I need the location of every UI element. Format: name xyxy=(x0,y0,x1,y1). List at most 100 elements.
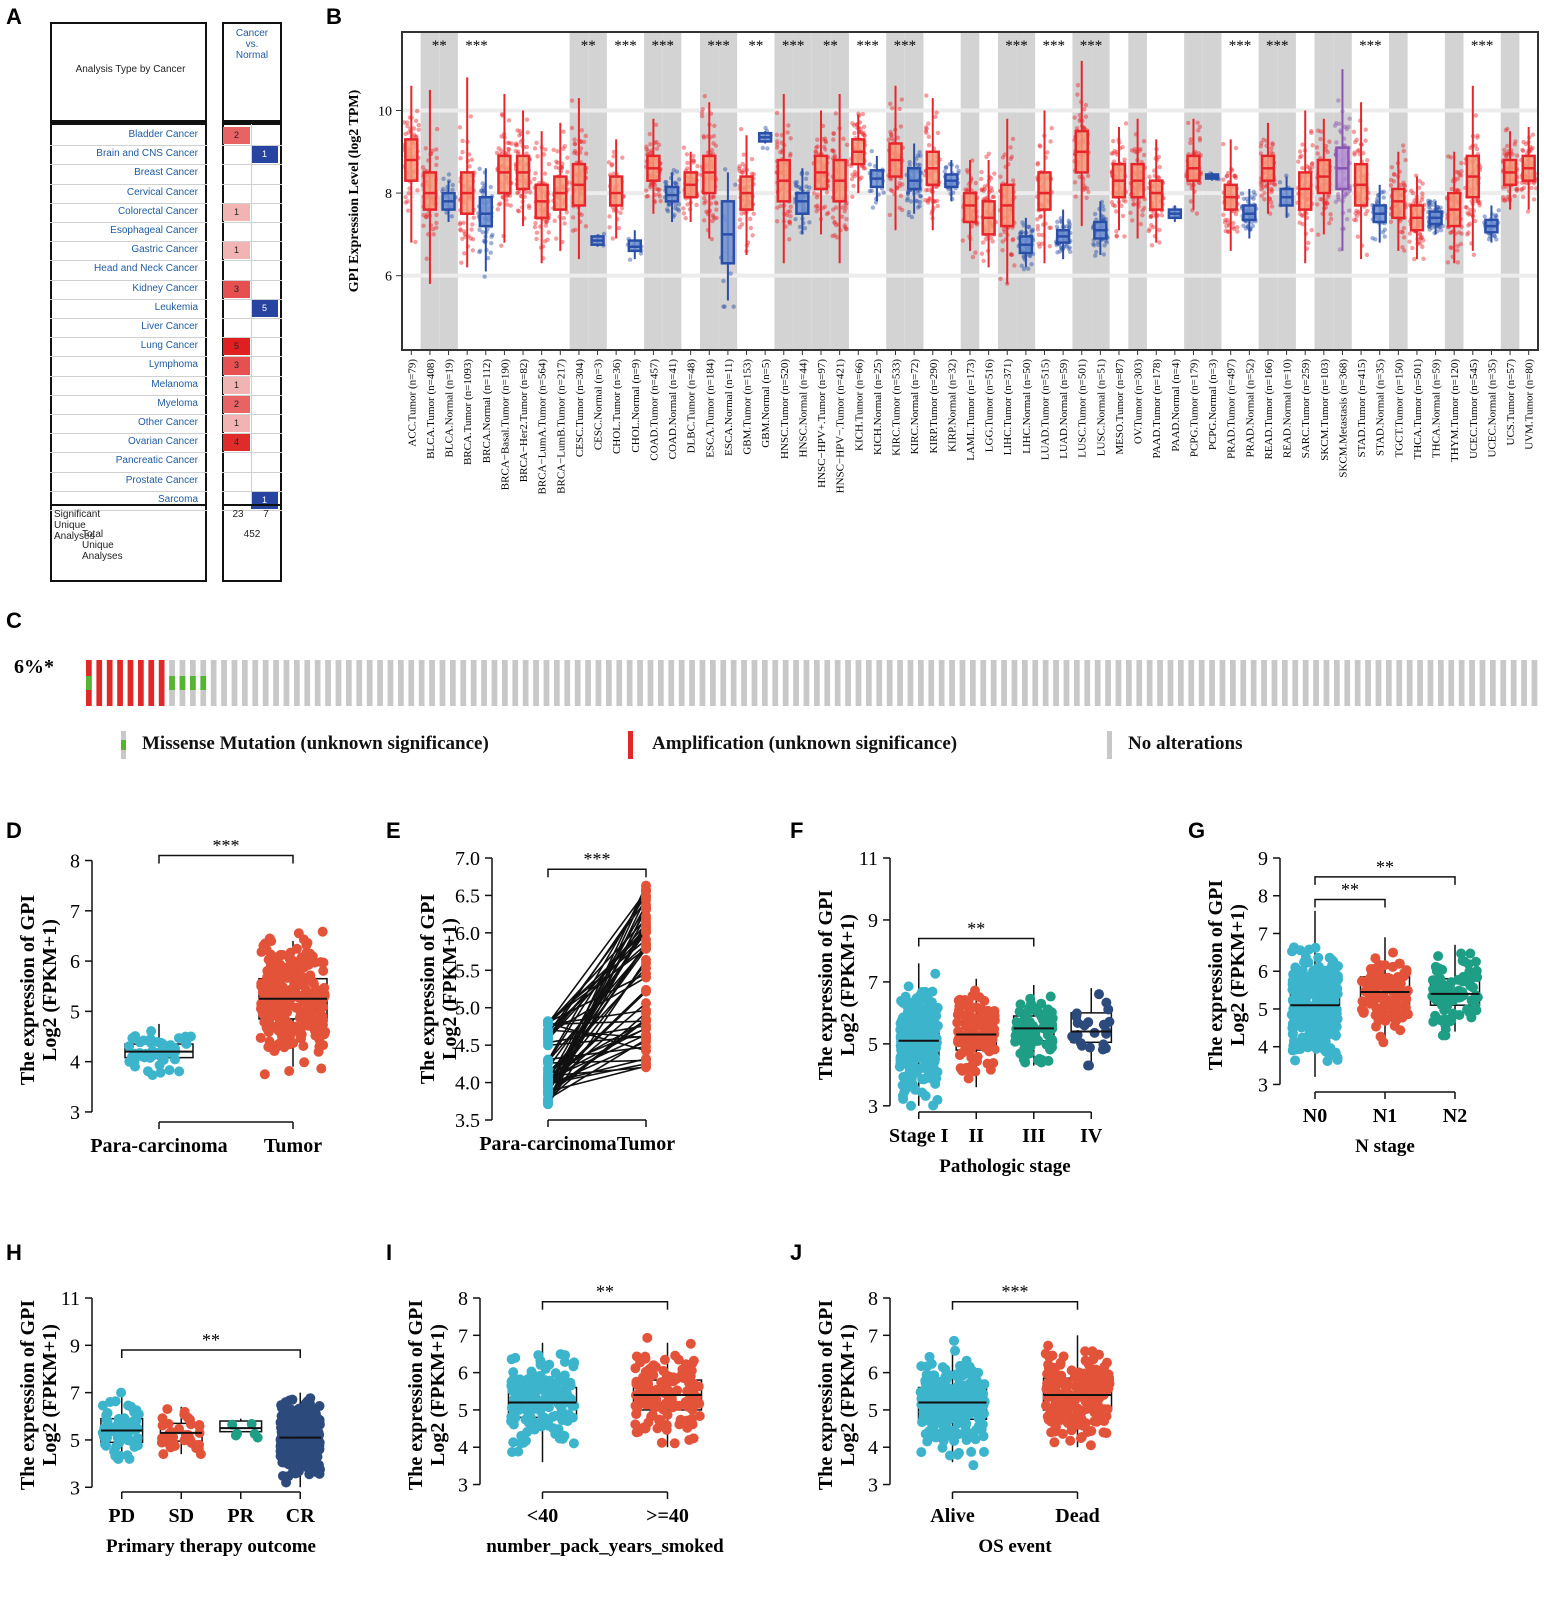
cancer-vs-normal-header: Cancer vs. Normal xyxy=(235,28,269,61)
y-tick-label: 8 xyxy=(1258,886,1268,908)
y-tick-label: 5.0 xyxy=(455,998,480,1020)
data-point xyxy=(1306,240,1311,246)
data-point xyxy=(1419,197,1425,203)
pair-line xyxy=(547,948,647,1084)
data-point xyxy=(963,187,968,192)
data-point xyxy=(505,193,510,198)
data-point xyxy=(1241,223,1246,228)
data-point xyxy=(611,208,617,213)
data-point xyxy=(1095,239,1101,245)
data-point xyxy=(830,148,835,153)
data-point xyxy=(1300,222,1305,227)
data-point xyxy=(506,118,512,123)
data-point xyxy=(565,169,570,175)
sample-bar xyxy=(106,660,113,706)
data-point xyxy=(1309,128,1314,134)
data-point xyxy=(1083,102,1089,108)
data-point xyxy=(713,200,719,205)
data-point xyxy=(1001,227,1007,232)
data-point xyxy=(1449,245,1454,251)
data-point xyxy=(1365,208,1370,214)
data-point xyxy=(738,126,744,132)
data-point xyxy=(869,188,875,193)
pair-line xyxy=(547,890,647,1061)
sample-bar xyxy=(782,660,789,706)
data-point xyxy=(562,143,568,149)
data-point xyxy=(1473,113,1479,118)
data-point xyxy=(1530,132,1536,137)
x-tick-label: LUAD.Normal (n=59) xyxy=(1058,359,1070,459)
data-point xyxy=(1131,202,1136,207)
data-point xyxy=(405,208,411,213)
data-point xyxy=(681,211,687,216)
data-point xyxy=(740,170,746,175)
data-point xyxy=(1514,187,1519,192)
significance-bracket xyxy=(547,868,647,878)
data-point xyxy=(961,1021,972,1032)
data-point xyxy=(415,188,420,193)
data-point xyxy=(1288,1036,1299,1047)
row-divider xyxy=(50,414,207,415)
data-point xyxy=(1354,213,1359,219)
data-point xyxy=(1269,200,1274,205)
data-point xyxy=(672,180,678,186)
data-point xyxy=(314,1041,325,1052)
data-point xyxy=(953,1037,964,1048)
data-point xyxy=(902,1001,913,1012)
data-point xyxy=(434,126,440,132)
data-point xyxy=(458,220,463,226)
sample-bar xyxy=(252,660,259,706)
data-point xyxy=(1037,244,1042,249)
data-point xyxy=(982,1014,993,1025)
data-point xyxy=(1501,197,1506,203)
data-point xyxy=(1305,983,1316,994)
data-point xyxy=(973,180,978,186)
data-point xyxy=(811,191,817,196)
data-point xyxy=(467,152,472,157)
data-point xyxy=(1231,226,1237,232)
data-point xyxy=(1382,234,1387,239)
data-point xyxy=(405,123,410,129)
data-point xyxy=(737,164,742,169)
data-point xyxy=(507,140,512,146)
data-point xyxy=(424,214,429,220)
data-point xyxy=(844,226,849,231)
data-point xyxy=(1071,1011,1082,1022)
y-tick-label: 5 xyxy=(1258,999,1268,1021)
data-point xyxy=(1391,172,1397,177)
data-point xyxy=(648,184,653,190)
data-point xyxy=(261,944,272,955)
significance-mark: ** xyxy=(748,38,763,54)
data-point xyxy=(1286,1009,1297,1020)
data-point xyxy=(988,235,994,241)
data-point xyxy=(1427,203,1433,208)
data-point xyxy=(739,170,744,175)
sample-bar xyxy=(928,660,935,706)
data-point xyxy=(1494,214,1499,219)
x-tick-label: HNSC.Normal (n=44) xyxy=(797,359,809,458)
x-tick-label: III xyxy=(1022,1125,1046,1147)
data-point xyxy=(970,254,976,260)
sample-bar xyxy=(1053,660,1059,706)
data-point xyxy=(1521,148,1526,154)
sample-bar xyxy=(294,660,300,706)
data-point xyxy=(440,186,446,192)
x-tick-label: HNSC−HPV+.Tumor (n=97) xyxy=(816,359,828,488)
x-tick-label: LUSC.Normal (n=51) xyxy=(1095,359,1107,457)
data-point xyxy=(1241,196,1247,202)
data-point xyxy=(1364,252,1370,258)
x-tick-label: BRCA−LumB.Tumor (n=217) xyxy=(555,359,567,494)
data-point xyxy=(641,998,651,1009)
box xyxy=(702,154,717,195)
sample-bar xyxy=(491,660,498,706)
data-point xyxy=(721,278,726,284)
legend-amplification-label: Amplification (unknown significance) xyxy=(652,733,958,754)
row-divider xyxy=(222,183,282,185)
significant-up: 23 xyxy=(232,509,244,520)
data-point xyxy=(1426,198,1431,203)
x-tick-label: LIHC.Normal (n=50) xyxy=(1021,359,1033,454)
data-point xyxy=(499,134,504,139)
data-point xyxy=(413,134,419,139)
data-point xyxy=(903,1012,914,1023)
data-point xyxy=(920,1090,931,1101)
